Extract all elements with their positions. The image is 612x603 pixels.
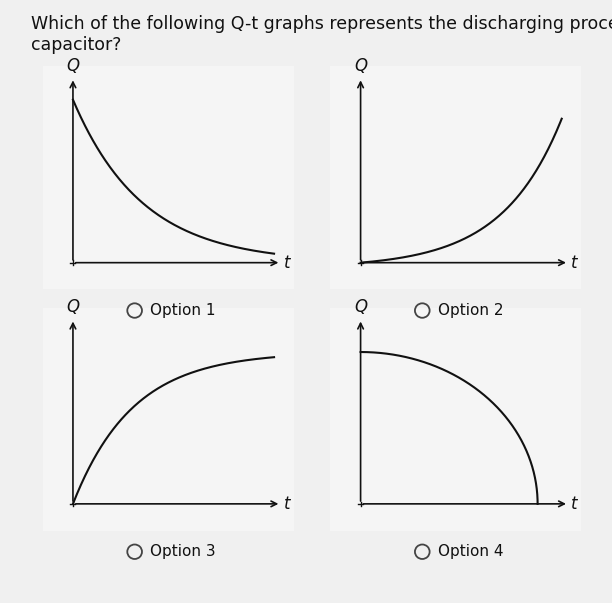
Text: Q: Q (66, 298, 80, 317)
Text: Q: Q (354, 57, 367, 75)
Text: Q: Q (66, 57, 80, 75)
Text: Option 2: Option 2 (438, 303, 503, 318)
Text: Option 1: Option 1 (150, 303, 215, 318)
Text: t: t (572, 254, 578, 272)
Text: t: t (284, 495, 290, 513)
Text: t: t (572, 495, 578, 513)
Text: t: t (284, 254, 290, 272)
Text: Option 4: Option 4 (438, 545, 503, 559)
Text: Q: Q (354, 298, 367, 317)
Text: capacitor?: capacitor? (31, 36, 121, 54)
Text: Option 3: Option 3 (150, 545, 215, 559)
Text: Which of the following Q-t graphs represents the discharging process of a: Which of the following Q-t graphs repres… (31, 15, 612, 33)
